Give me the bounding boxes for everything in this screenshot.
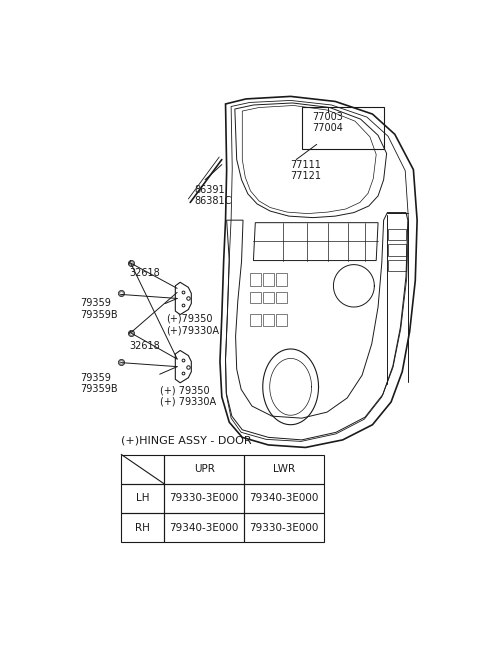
Text: 32618: 32618	[129, 341, 159, 352]
Text: 79359
79359B: 79359 79359B	[81, 373, 118, 394]
Text: RH: RH	[135, 523, 150, 533]
Bar	[164, 455, 244, 484]
Bar	[244, 455, 324, 484]
Bar	[164, 484, 244, 513]
Bar	[121, 484, 164, 513]
Text: (+)79350
(+)79330A: (+)79350 (+)79330A	[166, 314, 219, 335]
Bar	[244, 484, 324, 513]
Text: LH: LH	[136, 493, 149, 503]
Bar	[164, 513, 244, 543]
Text: 79330-3E000: 79330-3E000	[169, 493, 239, 503]
Text: 79340-3E000: 79340-3E000	[250, 493, 319, 503]
Text: UPR: UPR	[194, 464, 215, 474]
Text: 79330-3E000: 79330-3E000	[250, 523, 319, 533]
Text: 77111
77121: 77111 77121	[290, 159, 322, 181]
Text: LWR: LWR	[273, 464, 295, 474]
Text: 77003
77004: 77003 77004	[312, 112, 343, 133]
Text: (+)HINGE ASSY - DOOR: (+)HINGE ASSY - DOOR	[121, 436, 252, 445]
Bar	[121, 455, 164, 484]
Text: 86391
86381C: 86391 86381C	[194, 185, 231, 207]
Text: 79340-3E000: 79340-3E000	[169, 523, 239, 533]
Bar	[244, 513, 324, 543]
Text: 79359
79359B: 79359 79359B	[81, 298, 118, 320]
Text: 32618: 32618	[129, 268, 159, 278]
Bar	[121, 513, 164, 543]
Text: (+) 79350
(+) 79330A: (+) 79350 (+) 79330A	[160, 385, 216, 407]
